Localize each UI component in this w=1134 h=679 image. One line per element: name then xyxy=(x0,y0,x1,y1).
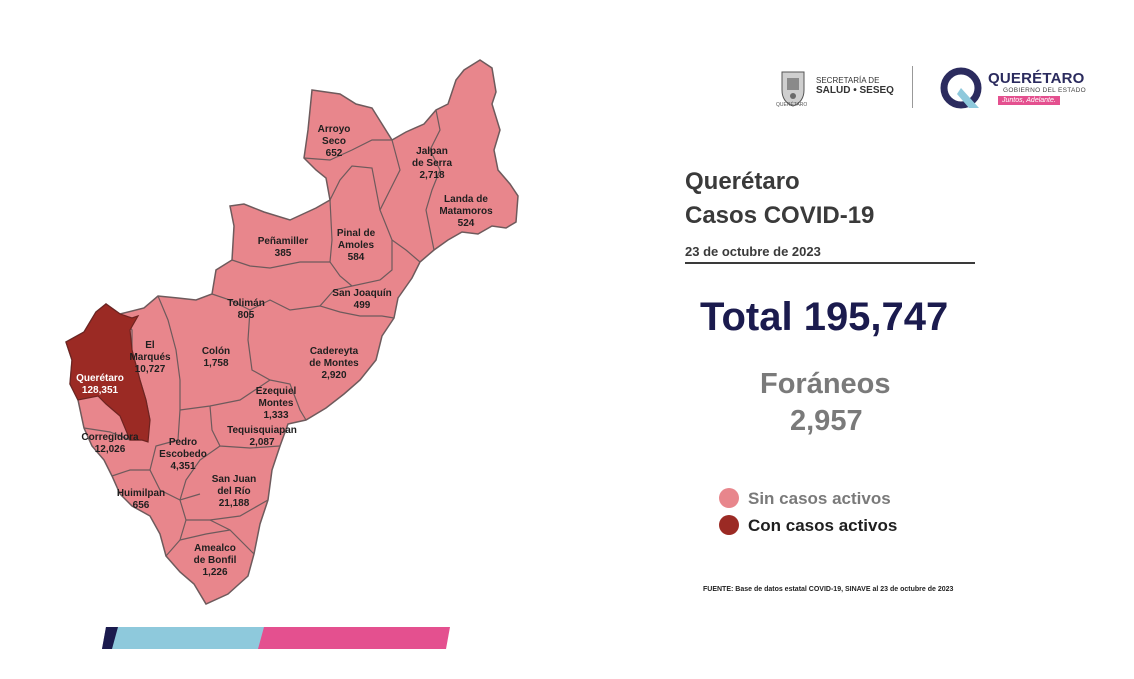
state-outline xyxy=(65,59,519,605)
municipality-label: Colón 1,758 xyxy=(202,346,230,370)
municipality-cases: 2,920 xyxy=(321,370,347,381)
municipality-cases: 2,087 xyxy=(249,437,275,448)
qro-logo-title: QUERÉTARO xyxy=(988,70,1085,87)
municipality-name: El xyxy=(145,340,155,351)
municipality-label: Cadereyta de Montes 2,920 xyxy=(309,346,358,382)
municipality-cases: 1,333 xyxy=(263,410,289,421)
municipality-label: Querétaro 128,351 xyxy=(76,373,124,397)
municipality-name: Ezequiel xyxy=(255,386,297,397)
foraneos-label: Foráneos xyxy=(760,368,891,400)
municipality-name: Pinal de xyxy=(336,228,376,239)
header-logos: SECRETARÍA DE SALUD • SESEQ QUERÉTARO QU… xyxy=(776,62,1096,114)
municipality-name: Landa de xyxy=(444,194,488,205)
municipality-name: Amealco xyxy=(194,543,236,554)
total-cases: Total 195,747 xyxy=(700,295,949,339)
municipality-name: Colón xyxy=(201,346,231,357)
municipality-label: Ezequiel Montes 1,333 xyxy=(256,386,297,422)
legend-inactive-dot xyxy=(719,488,739,508)
municipality-label: Huimilpan 656 xyxy=(117,488,165,512)
foraneos-value: 2,957 xyxy=(790,405,863,437)
municipality-label: Pinal de Amoles 584 xyxy=(337,228,375,264)
title-line1: Querétaro xyxy=(685,168,800,195)
municipality-label: San Joaquín 499 xyxy=(332,288,391,312)
municipality-label: Tequisquiapan 2,087 xyxy=(227,425,297,449)
municipality-label: El Marqués 10,727 xyxy=(129,340,170,376)
municipality-name: Tequisquiapan xyxy=(227,425,297,436)
municipality-label: Pedro Escobedo 4,351 xyxy=(159,437,207,473)
municipality-name: Escobedo xyxy=(159,449,207,460)
queretaro-municipality-active xyxy=(65,303,151,443)
legend-active-label: Con casos activos xyxy=(748,516,898,535)
municipality-label: Amealco de Bonfil 1,226 xyxy=(194,543,237,579)
qro-logo-tagline: Juntos, Adelante. xyxy=(998,96,1060,105)
municipality-label: Corregidora 12,026 xyxy=(81,432,138,456)
seseq-logo-text: SECRETARÍA DE SALUD • SESEQ xyxy=(816,76,894,96)
municipality-cases: 1,226 xyxy=(202,567,228,578)
municipality-name: Pedro xyxy=(168,437,198,448)
logo-divider xyxy=(912,66,913,108)
municipality-name: Seco xyxy=(322,136,346,147)
municipality-name: Jalpan xyxy=(416,146,448,157)
municipality-name: Peñamiller xyxy=(257,236,309,247)
municipality-name: de Serra xyxy=(411,158,453,169)
municipality-cases: 4,351 xyxy=(170,461,196,472)
legend-active-dot xyxy=(719,515,739,535)
municipality-name: San Juan xyxy=(211,474,257,485)
municipality-cases: 656 xyxy=(132,500,150,511)
qro-logo-subtitle: GOBIERNO DEL ESTADO xyxy=(1003,87,1086,94)
municipality-name: Querétaro xyxy=(76,373,124,384)
municipality-cases: 652 xyxy=(325,148,343,159)
seseq-caption: QUERÉTARO xyxy=(776,102,808,108)
title-line2: Casos COVID-19 xyxy=(685,202,875,229)
municipality-name: Arroyo xyxy=(317,124,351,135)
municipality-cases: 524 xyxy=(457,218,475,229)
report-date: 23 de octubre de 2023 xyxy=(685,244,821,259)
municipality-cases: 2,718 xyxy=(419,170,445,181)
municipality-label: Tolimán 805 xyxy=(227,298,265,322)
seseq-line2: SALUD • SESEQ xyxy=(816,85,894,96)
brand-color-bar xyxy=(102,627,450,649)
municipality-label: Peñamiller 385 xyxy=(258,236,309,260)
municipality-name: Matamoros xyxy=(439,206,493,217)
municipality-label: Arroyo Seco 652 xyxy=(318,124,351,160)
municipality-name: Tolimán xyxy=(227,298,265,309)
municipality-cases: 10,727 xyxy=(134,364,166,375)
seseq-line1: SECRETARÍA DE xyxy=(816,76,880,85)
municipality-name: San Joaquín xyxy=(332,288,392,299)
municipality-name: Amoles xyxy=(337,240,375,251)
municipality-name: del Río xyxy=(217,486,251,497)
municipality-label: Jalpan de Serra 2,718 xyxy=(412,146,452,182)
municipality-name: Marqués xyxy=(129,352,171,363)
municipality-name: Corregidora xyxy=(81,432,139,443)
date-underline xyxy=(685,262,975,264)
municipality-name: de Montes xyxy=(309,358,359,369)
municipality-cases: 128,351 xyxy=(81,385,119,396)
municipality-cases: 385 xyxy=(274,248,292,259)
municipality-cases: 1,758 xyxy=(203,358,229,369)
municipality-cases: 21,188 xyxy=(218,498,250,509)
municipality-cases: 805 xyxy=(237,310,255,321)
legend-inactive-label: Sin casos activos xyxy=(748,489,891,508)
municipality-name: Cadereyta xyxy=(309,346,359,357)
municipality-label: San Juan del Río 21,188 xyxy=(212,474,256,510)
municipality-name: de Bonfil xyxy=(193,555,237,566)
municipality-cases: 12,026 xyxy=(94,444,126,455)
municipality-cases: 584 xyxy=(347,252,365,263)
municipality-name: Montes xyxy=(258,398,294,409)
data-source-note: FUENTE: Base de datos estatal COVID-19, … xyxy=(703,586,954,593)
municipality-cases: 499 xyxy=(353,300,371,311)
municipality-name: Huimilpan xyxy=(116,488,166,499)
queretaro-q-logo-icon xyxy=(940,67,982,109)
state-coat-of-arms-icon xyxy=(781,71,805,107)
municipality-label: Landa de Matamoros 524 xyxy=(439,194,492,230)
